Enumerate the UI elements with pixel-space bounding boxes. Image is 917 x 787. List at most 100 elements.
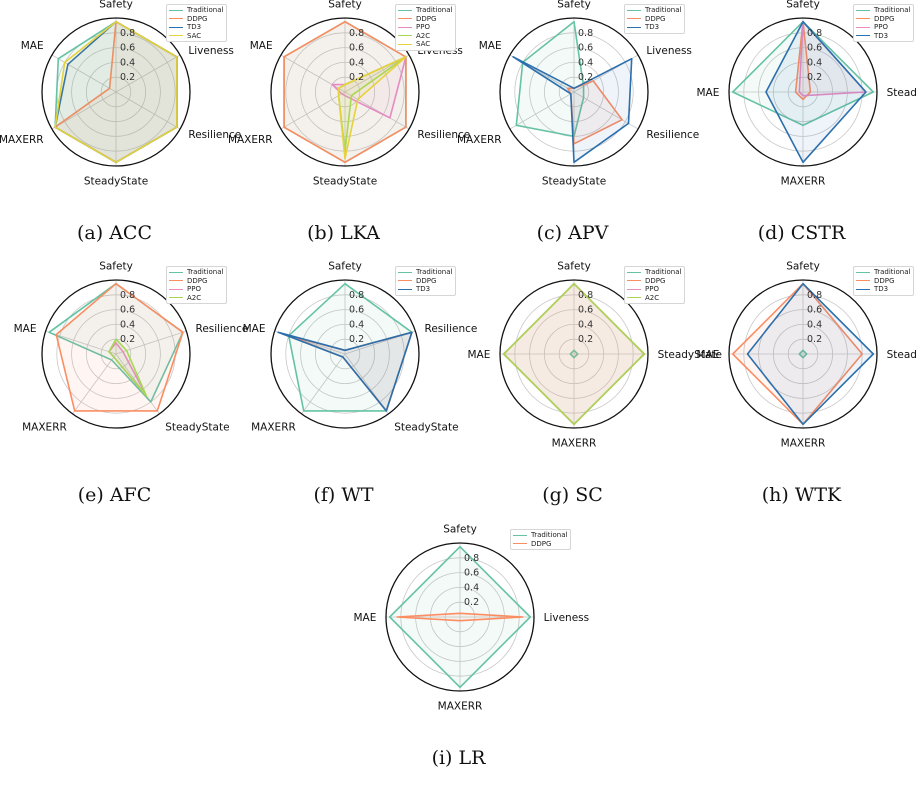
subfigure-caption: (h) WTK bbox=[761, 484, 842, 506]
radial-tick-label: 0.4 bbox=[578, 57, 593, 68]
legend-label: DDPG bbox=[645, 276, 666, 285]
legend-item: A2C bbox=[398, 32, 452, 41]
axis-label-safety: Safety bbox=[328, 260, 362, 272]
radar-panel--b-lka: 0.2 0.4 0.6 0.8 Safety Liveness Resilience Stea… bbox=[228, 0, 470, 262]
legend-label: Traditional bbox=[874, 6, 911, 15]
legend-swatch bbox=[627, 280, 641, 282]
legend: Traditional DDPG PPO A2C bbox=[624, 266, 686, 304]
radar-panel--a-acc: 0.2 0.4 0.6 0.8 Safety Liveness Resilience Stea… bbox=[0, 0, 241, 262]
legend: Traditional DDPG PPO A2C SAC bbox=[395, 4, 457, 51]
legend-item: SAC bbox=[169, 32, 223, 41]
legend-label: DDPG bbox=[416, 14, 437, 23]
legend-swatch bbox=[169, 35, 183, 37]
radial-tick-label: 0.2 bbox=[120, 72, 135, 83]
legend-label: DDPG bbox=[187, 276, 208, 285]
axis-label-mae: MAE bbox=[354, 612, 377, 624]
radar-plot: 0.2 0.4 0.6 0.8 Safety Resilience SteadyState M… bbox=[14, 260, 249, 433]
radar-plot: 0.20.40.60.8SafetyLivenessResilienceStea… bbox=[228, 0, 470, 188]
legend-item: DDPG bbox=[169, 15, 223, 24]
legend-item: DDPG bbox=[169, 277, 223, 286]
legend-swatch bbox=[169, 288, 183, 290]
legend-swatch bbox=[627, 9, 641, 11]
grid-spoke bbox=[51, 91, 117, 130]
outer-frame bbox=[41, 279, 191, 429]
radial-tick-label: 0.2 bbox=[578, 334, 593, 345]
legend-swatch bbox=[169, 26, 183, 28]
legend-label: DDPG bbox=[874, 14, 895, 23]
legend-item: Traditional bbox=[169, 268, 223, 277]
legend: Traditional DDPG PPO TD3 bbox=[853, 4, 915, 42]
series-traditional bbox=[798, 349, 808, 359]
legend-item: PPO bbox=[398, 23, 452, 32]
axis-label-steadystate: SteadyState bbox=[887, 87, 917, 99]
legend-label: DDPG bbox=[531, 539, 552, 548]
radial-tick-label: 0.8 bbox=[807, 290, 822, 301]
legend-item: TD3 bbox=[169, 23, 223, 32]
legend-label: TD3 bbox=[187, 23, 202, 32]
legend-swatch bbox=[627, 26, 641, 28]
axis-label-safety: Safety bbox=[557, 0, 591, 10]
axis-label-maxerr: MAXERR bbox=[0, 134, 44, 146]
grid-spoke bbox=[115, 353, 160, 415]
legend-item: PPO bbox=[169, 285, 223, 294]
legend: Traditional DDPG TD3 bbox=[853, 266, 915, 296]
radial-tick-label: 0.8 bbox=[578, 28, 593, 39]
axis-label-safety: Safety bbox=[786, 260, 820, 272]
axis-label-resilience: Resilience bbox=[417, 129, 470, 141]
series-traditional bbox=[287, 282, 413, 412]
legend-item: TD3 bbox=[856, 285, 910, 294]
axis-label-safety: Safety bbox=[786, 0, 820, 10]
axis-label-maxerr: MAXERR bbox=[251, 422, 296, 434]
legend-item: TD3 bbox=[627, 23, 681, 32]
legend-swatch bbox=[398, 35, 412, 37]
legend-item: DDPG bbox=[856, 277, 910, 286]
radar-panel--e-afc: 0.2 0.4 0.6 0.8 Safety Resilience SteadyState M… bbox=[0, 260, 249, 524]
axis-label-mae: MAE bbox=[14, 323, 37, 335]
subfigure-caption: (e) AFC bbox=[77, 484, 152, 506]
axis-label-safety: Safety bbox=[557, 260, 591, 272]
grid-spoke bbox=[280, 91, 346, 130]
outer-frame bbox=[499, 279, 649, 429]
legend-swatch bbox=[856, 18, 870, 20]
axis-label-maxerr: MAXERR bbox=[552, 438, 597, 450]
radial-tick-label: 0.6 bbox=[120, 305, 135, 316]
axis-label-steadystate: SteadyState bbox=[84, 176, 148, 188]
series-traditional bbox=[569, 349, 579, 359]
axis-label-liveness: Liveness bbox=[188, 45, 234, 57]
legend-swatch bbox=[169, 280, 183, 282]
subfigure-caption: (b) LKA bbox=[307, 222, 380, 244]
legend: Traditional DDPG TD3 bbox=[395, 266, 457, 296]
radial-tick-label: 0.2 bbox=[349, 72, 364, 83]
radar-plot: 0.2 0.4 0.6 0.8 Safety SteadyState MAXERR MAE bbox=[697, 0, 917, 188]
radar-plot: 0.20.40.60.8SafetyLivenessResilienceStea… bbox=[0, 0, 241, 188]
axis-label-safety: Safety bbox=[99, 0, 133, 10]
radial-tick-label: 0.6 bbox=[578, 305, 593, 316]
series-ddpg bbox=[566, 80, 623, 145]
axis-label-mae: MAE bbox=[697, 87, 720, 99]
legend-swatch bbox=[513, 543, 527, 545]
outer-frame bbox=[385, 542, 535, 692]
series-sac bbox=[54, 20, 178, 164]
radial-tick-label: 0.8 bbox=[464, 553, 479, 564]
axis-label-resilience: Resilience bbox=[196, 323, 249, 335]
series-traditional bbox=[388, 545, 532, 689]
series-traditional bbox=[731, 20, 875, 127]
axis-label-mae: MAE bbox=[250, 40, 273, 52]
legend-label: Traditional bbox=[416, 268, 453, 277]
legend-label: Traditional bbox=[187, 268, 224, 277]
legend-swatch bbox=[627, 271, 641, 273]
legend-label: PPO bbox=[416, 23, 430, 32]
axis-label-steadystate: SteadyState bbox=[394, 422, 458, 434]
legend-label: Traditional bbox=[416, 6, 453, 15]
radial-tick-label: 0.8 bbox=[349, 290, 364, 301]
outer-frame bbox=[499, 17, 649, 167]
legend-item: A2C bbox=[627, 294, 681, 303]
grid-spoke bbox=[573, 91, 639, 130]
grid-spoke bbox=[344, 91, 410, 130]
outer-frame bbox=[41, 17, 191, 167]
axis-label-mae: MAE bbox=[21, 40, 44, 52]
legend-swatch bbox=[856, 9, 870, 11]
radar-panel--h-wtk: 0.2 0.4 0.6 0.8 Safety SteadyState MAXERR MAE Tr… bbox=[687, 260, 917, 524]
legend-label: DDPG bbox=[416, 276, 437, 285]
